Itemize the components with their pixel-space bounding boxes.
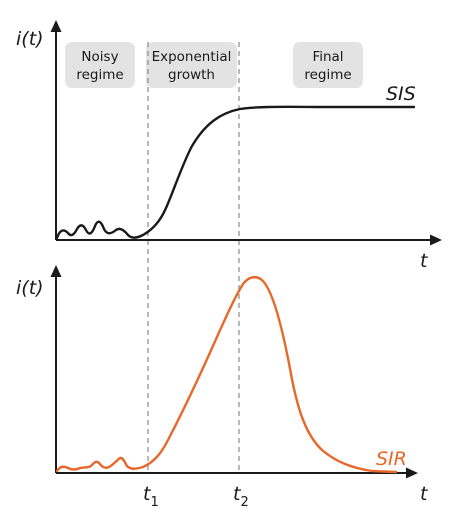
final-regime-label-line1: Final [312,49,343,65]
top-y-arrow-icon [50,20,62,32]
t1-label-subscript: 1 [150,495,158,510]
sir-curve [55,276,398,474]
top-y-axis-label: i(t) [16,28,44,50]
noisy-regime-label-line2: regime [76,67,123,83]
t1-label-base: t [143,483,152,505]
bottom-x-axis-label: t [420,483,429,505]
exponential-growth-box [146,42,237,88]
final-regime-label-line2: regime [304,67,351,83]
bottom-y-axis-label: i(t) [16,277,44,299]
sis-curve [55,105,416,240]
top-x-arrow-icon [430,234,442,246]
regime-boxes: Noisy regime Exponential growth Final re… [65,42,363,88]
t2-label: t2 [233,483,249,510]
t2-label-subscript: 2 [240,495,248,510]
top-axes [50,20,442,246]
sis-curve-label: SIS [386,83,416,105]
sir-curve-label: SIR [376,448,407,470]
exponential-growth-label-line2: growth [168,67,215,83]
noisy-regime-box [65,42,135,88]
t2-label-base: t [233,483,242,505]
noisy-regime-label-line1: Noisy [81,49,118,65]
exponential-growth-label-line1: Exponential [152,49,232,65]
top-x-axis-label: t [420,250,429,272]
bottom-axes [50,265,418,479]
bottom-y-arrow-icon [50,265,62,277]
t1-label: t1 [143,483,159,510]
bottom-x-arrow-icon [406,467,418,479]
final-regime-box [293,42,363,88]
